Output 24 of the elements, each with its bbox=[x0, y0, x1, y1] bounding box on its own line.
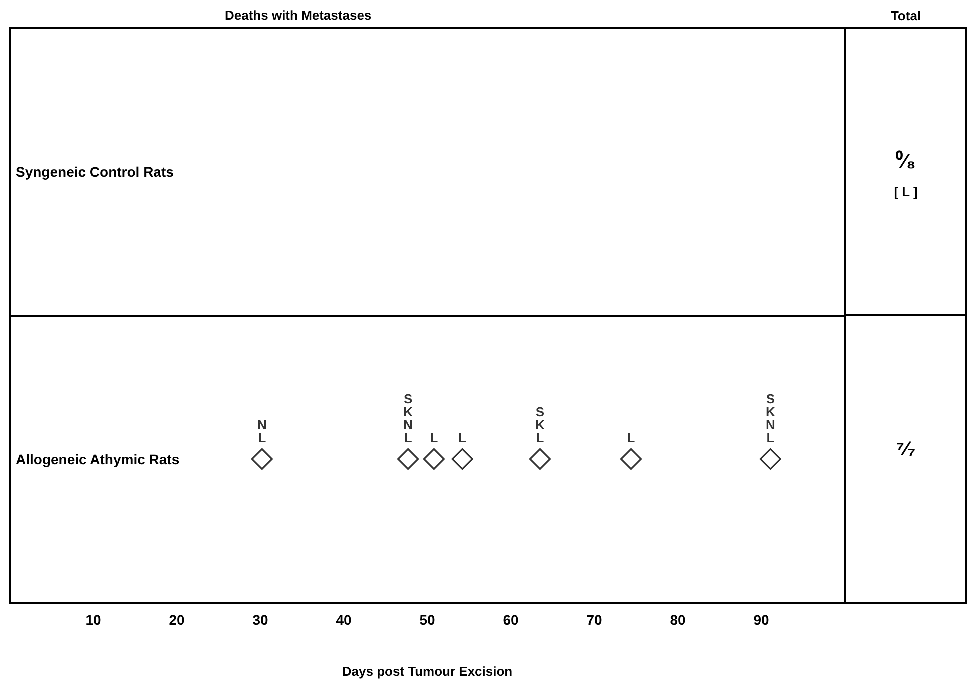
text: ⁷⁄₇ bbox=[896, 438, 916, 460]
data-label: L bbox=[430, 430, 438, 446]
text: ⁰⁄₈ bbox=[896, 150, 916, 173]
x-tick-label: 10 bbox=[86, 612, 102, 628]
x-tick-label: 80 bbox=[670, 612, 686, 628]
data-label: SKNL bbox=[766, 391, 776, 446]
text: [ L ] bbox=[894, 184, 918, 200]
text: Total bbox=[890, 8, 922, 24]
data-label: SKNL bbox=[404, 391, 414, 446]
x-tick-label: 30 bbox=[252, 612, 268, 628]
x-tick-label: 60 bbox=[503, 612, 519, 628]
x-tick-label: 20 bbox=[169, 612, 185, 628]
x-tick-label: 50 bbox=[420, 612, 436, 628]
x-tick-label: 90 bbox=[754, 612, 770, 628]
chart-title: Deaths with Metastases bbox=[225, 8, 372, 23]
x-tick-label: 70 bbox=[586, 612, 602, 628]
x-tick-label: 40 bbox=[336, 612, 352, 628]
data-label: SKL bbox=[536, 404, 546, 446]
x-axis-title: Days post Tumour Excision bbox=[342, 664, 513, 679]
data-label: L bbox=[627, 430, 636, 446]
data-label: NL bbox=[257, 417, 267, 446]
data-label: L bbox=[458, 430, 467, 446]
y-tick-label: Syngeneic Control Rats bbox=[16, 164, 174, 180]
y-tick-label: Allogeneic Athymic Rats bbox=[16, 451, 180, 468]
